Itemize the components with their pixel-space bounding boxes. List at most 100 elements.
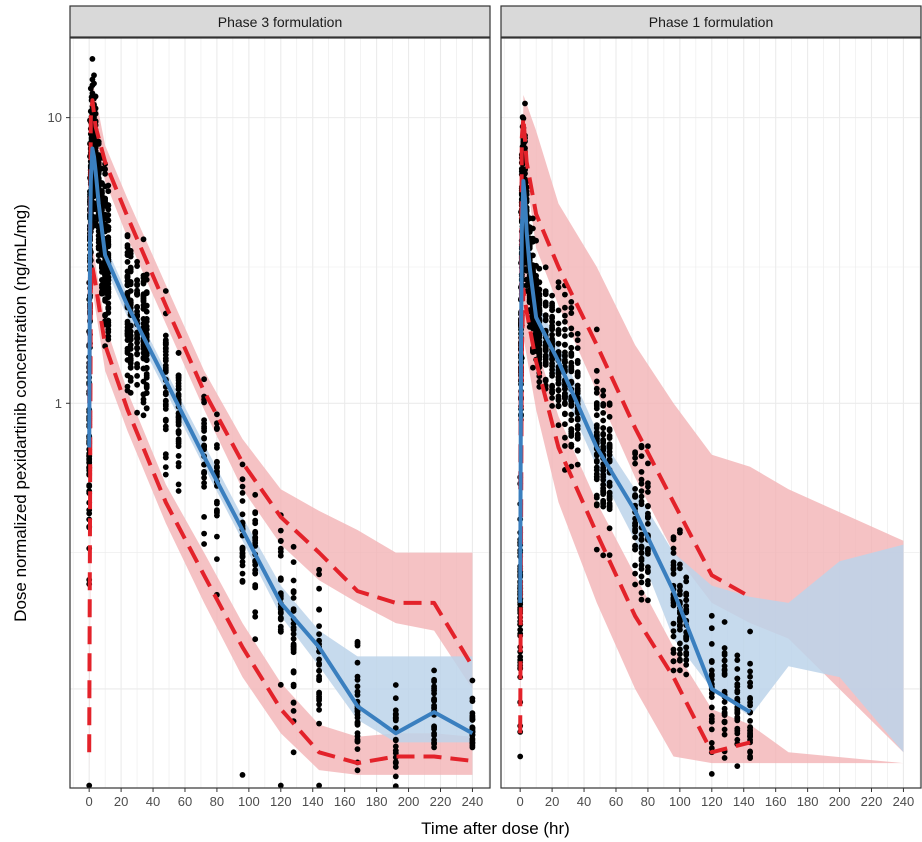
- data-point: [105, 286, 112, 293]
- data-point: [277, 626, 284, 633]
- data-point: [638, 488, 645, 494]
- data-point: [127, 389, 134, 396]
- data-point: [555, 402, 562, 409]
- data-point: [214, 533, 220, 540]
- data-point: [638, 453, 645, 459]
- data-point: [677, 623, 683, 629]
- panel-phase-3: Phase 3 formulation 0 20 40 60 80 100 120 140 16…: [69, 5, 491, 809]
- data-point: [593, 467, 600, 473]
- data-point: [734, 675, 741, 682]
- data-point: [568, 325, 575, 332]
- data-point: [162, 426, 169, 433]
- data-point: [143, 326, 150, 333]
- data-point: [600, 446, 607, 453]
- data-point: [600, 477, 607, 483]
- data-point: [392, 736, 399, 743]
- data-point: [127, 357, 134, 363]
- data-point: [747, 718, 753, 724]
- data-point: [86, 510, 93, 517]
- data-point: [134, 381, 141, 388]
- plot-content: [70, 38, 490, 788]
- data-point: [683, 649, 690, 656]
- data-point: [143, 405, 150, 412]
- data-point: [645, 513, 651, 520]
- data-point: [645, 548, 651, 555]
- data-point: [175, 422, 182, 428]
- data-point: [127, 352, 134, 359]
- data-point: [277, 575, 284, 582]
- data-point: [127, 297, 134, 304]
- x-tick-label: 240: [893, 794, 915, 809]
- data-point: [536, 349, 543, 356]
- data-point: [252, 529, 259, 536]
- data-point: [143, 271, 150, 278]
- data-point: [734, 657, 741, 663]
- data-point: [134, 304, 141, 311]
- data-point: [431, 667, 437, 674]
- data-point: [134, 373, 141, 379]
- data-point: [239, 483, 246, 490]
- data-point: [239, 579, 246, 585]
- x-tick-label: 20: [114, 794, 128, 809]
- data-point: [574, 337, 581, 344]
- data-point: [593, 452, 600, 459]
- data-point: [162, 417, 169, 424]
- data-point: [201, 444, 208, 451]
- x-axis: 0 20 40 60 80 100 120 140 160 180 200 220 240: [517, 788, 915, 809]
- data-point: [127, 346, 134, 352]
- data-point: [562, 326, 568, 333]
- data-point: [549, 395, 555, 401]
- data-point: [239, 570, 246, 577]
- data-point: [708, 625, 715, 632]
- panel-border: [500, 37, 922, 789]
- data-point: [252, 570, 259, 577]
- data-point: [632, 534, 638, 541]
- data-point: [555, 279, 562, 286]
- data-point: [549, 403, 555, 409]
- data-point: [721, 663, 728, 669]
- data-point: [517, 626, 524, 633]
- data-point: [290, 681, 297, 688]
- data-point: [562, 443, 568, 449]
- data-point: [593, 476, 600, 483]
- data-point: [600, 552, 607, 559]
- data-point: [721, 619, 728, 625]
- y-tick-label: 1: [55, 396, 62, 411]
- data-point: [201, 468, 208, 475]
- data-point: [670, 628, 677, 634]
- x-tick-label: 60: [609, 794, 623, 809]
- data-point: [201, 435, 208, 441]
- data-point: [677, 565, 683, 572]
- data-point: [568, 344, 575, 351]
- data-point: [645, 483, 651, 490]
- data-point: [574, 461, 581, 468]
- data-point: [469, 710, 476, 717]
- data-point: [600, 503, 607, 510]
- data-point: [536, 334, 543, 341]
- data-point: [316, 675, 322, 682]
- data-point: [214, 459, 220, 466]
- data-point: [92, 110, 99, 117]
- data-point: [677, 667, 683, 674]
- data-point: [290, 749, 297, 756]
- data-point: [175, 438, 182, 445]
- data-point: [574, 360, 581, 366]
- data-point: [562, 386, 568, 392]
- data-point: [290, 588, 297, 594]
- data-point: [252, 540, 259, 546]
- data-point: [316, 566, 322, 573]
- data-point: [290, 577, 297, 584]
- data-point: [721, 657, 728, 664]
- data-point: [562, 434, 568, 441]
- data-point: [555, 397, 562, 404]
- data-point: [683, 592, 690, 599]
- data-point: [721, 718, 728, 725]
- data-point: [708, 704, 715, 711]
- data-point: [593, 405, 600, 412]
- data-point: [105, 300, 112, 307]
- data-point: [239, 461, 246, 468]
- data-point: [638, 480, 645, 487]
- x-tick-label: 100: [238, 794, 260, 809]
- data-point: [127, 264, 134, 271]
- y-axis: 1 10: [48, 110, 70, 411]
